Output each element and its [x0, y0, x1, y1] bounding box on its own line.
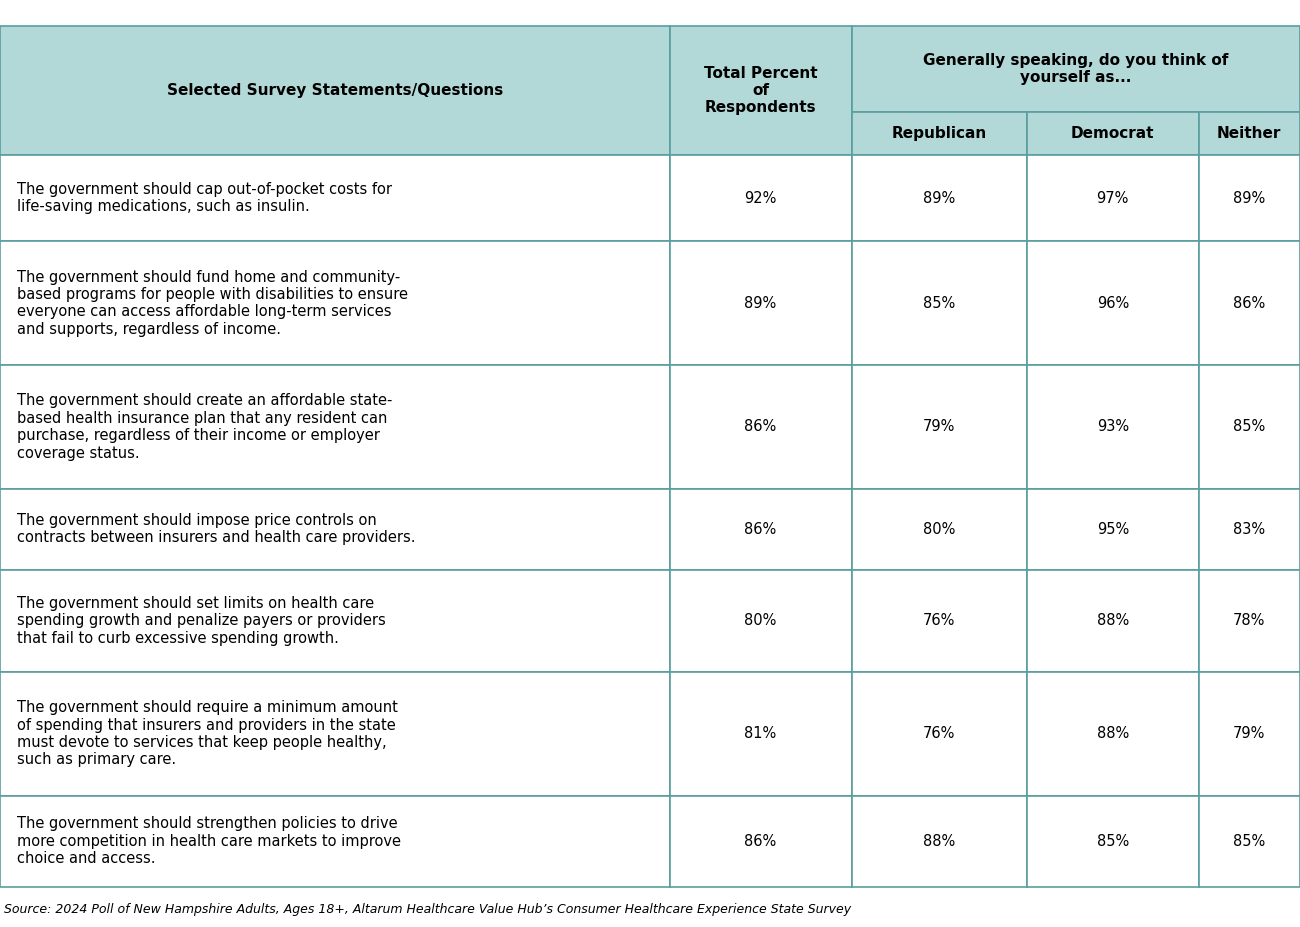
Bar [0, 241, 670, 365]
Text: 89%: 89% [745, 296, 776, 311]
Text: 96%: 96% [1097, 296, 1128, 311]
Text: The government should fund home and community-
based programs for people with di: The government should fund home and comm… [17, 270, 408, 337]
Text: 76%: 76% [923, 726, 956, 742]
Text: Selected Survey Statements/Questions: Selected Survey Statements/Questions [166, 83, 503, 98]
Bar [1027, 155, 1199, 241]
Text: 85%: 85% [1234, 834, 1265, 849]
Text: 97%: 97% [1097, 191, 1128, 206]
Bar [0, 569, 670, 672]
Text: 81%: 81% [745, 726, 776, 742]
Bar [852, 155, 1027, 241]
Text: 79%: 79% [923, 419, 956, 435]
Bar [670, 672, 852, 795]
Bar [1027, 241, 1199, 365]
Bar [1027, 365, 1199, 489]
Bar [0, 155, 670, 241]
Bar [852, 489, 1027, 569]
Text: 86%: 86% [745, 522, 776, 537]
Bar [1027, 569, 1199, 672]
Text: 89%: 89% [923, 191, 956, 206]
Bar [1199, 112, 1300, 155]
Bar [670, 365, 852, 489]
Bar [852, 241, 1027, 365]
Bar [852, 112, 1027, 155]
Text: 76%: 76% [923, 614, 956, 629]
Text: 95%: 95% [1097, 522, 1128, 537]
Text: Republican: Republican [892, 126, 987, 141]
Bar [1027, 672, 1199, 795]
Text: 89%: 89% [1234, 191, 1265, 206]
Bar [852, 365, 1027, 489]
Bar [1199, 569, 1300, 672]
Text: 78%: 78% [1234, 614, 1265, 629]
Text: Democrat: Democrat [1071, 126, 1154, 141]
Text: 92%: 92% [745, 191, 776, 206]
Bar [670, 489, 852, 569]
Bar [670, 569, 852, 672]
Text: The government should strengthen policies to drive
more competition in health ca: The government should strengthen policie… [17, 817, 400, 867]
Bar [1199, 672, 1300, 795]
Bar [0, 365, 670, 489]
Bar [1199, 155, 1300, 241]
Bar [1199, 241, 1300, 365]
Bar [852, 795, 1027, 887]
Text: The government should impose price controls on
contracts between insurers and he: The government should impose price contr… [17, 513, 416, 545]
Bar [670, 795, 852, 887]
Text: The government should set limits on health care
spending growth and penalize pay: The government should set limits on heal… [17, 596, 386, 645]
Bar [0, 672, 670, 795]
Text: 88%: 88% [1097, 614, 1128, 629]
Bar [1199, 365, 1300, 489]
Bar [1027, 795, 1199, 887]
Text: 93%: 93% [1097, 419, 1128, 435]
Bar [0, 26, 670, 155]
Text: 80%: 80% [923, 522, 956, 537]
Bar [1027, 489, 1199, 569]
Text: 85%: 85% [923, 296, 956, 311]
Text: Generally speaking, do you think of
yourself as...: Generally speaking, do you think of your… [923, 53, 1228, 85]
Bar [1027, 112, 1199, 155]
Text: Source: 2024 Poll of New Hampshire Adults, Ages 18+, Altarum Healthcare Value Hu: Source: 2024 Poll of New Hampshire Adult… [4, 903, 852, 916]
Bar [670, 241, 852, 365]
Text: 85%: 85% [1097, 834, 1128, 849]
Bar [852, 569, 1027, 672]
Text: The government should require a minimum amount
of spending that insurers and pro: The government should require a minimum … [17, 700, 398, 768]
Bar [852, 26, 1300, 112]
Bar [0, 795, 670, 887]
Text: The government should cap out-of-pocket costs for
life-saving medications, such : The government should cap out-of-pocket … [17, 182, 391, 214]
Text: 86%: 86% [745, 834, 776, 849]
Text: 88%: 88% [1097, 726, 1128, 742]
Bar [1199, 489, 1300, 569]
Text: 80%: 80% [745, 614, 776, 629]
Bar [670, 26, 852, 155]
Text: 86%: 86% [745, 419, 776, 435]
Bar [852, 672, 1027, 795]
Text: Neither: Neither [1217, 126, 1282, 141]
Text: Total Percent
of
Respondents: Total Percent of Respondents [703, 66, 818, 116]
Text: 85%: 85% [1234, 419, 1265, 435]
Text: 88%: 88% [923, 834, 956, 849]
Text: 83%: 83% [1234, 522, 1265, 537]
Bar [670, 155, 852, 241]
Bar [1199, 795, 1300, 887]
Text: 86%: 86% [1234, 296, 1265, 311]
Bar [0, 489, 670, 569]
Text: 79%: 79% [1234, 726, 1265, 742]
Text: The government should create an affordable state-
based health insurance plan th: The government should create an affordab… [17, 393, 393, 461]
